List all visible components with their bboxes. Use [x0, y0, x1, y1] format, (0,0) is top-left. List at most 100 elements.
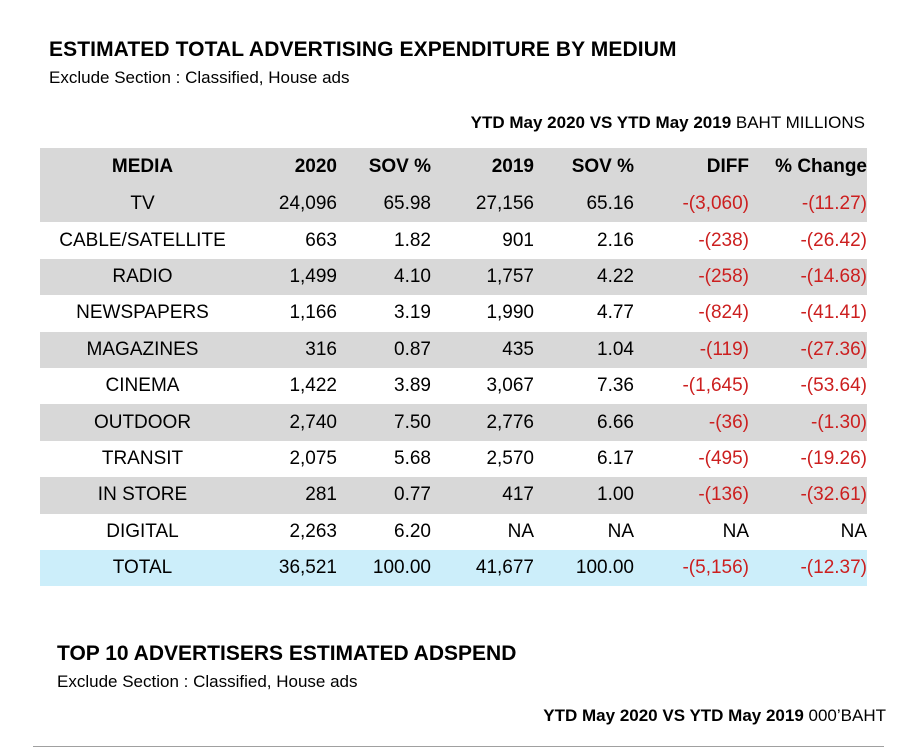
cell-2019: 2,570	[486, 447, 534, 469]
cell-pct-change: -(12.37)	[800, 557, 867, 579]
cell-2020: 2,263	[289, 520, 337, 542]
adex-by-medium-table: MEDIA 2020 SOV % 2019 SOV % DIFF % Chang…	[40, 148, 867, 587]
cell-media: IN STORE	[97, 484, 188, 506]
cell-2020: 316	[305, 338, 337, 360]
cell-diff: -(136)	[698, 484, 749, 506]
section1-period: YTD May 2020 VS YTD May 2019 BAHT MILLIO…	[471, 113, 865, 133]
cell-pct-change: NA	[840, 520, 867, 542]
cell-diff: -(495)	[698, 447, 749, 469]
section2-subtitle: Exclude Section : Classified, House ads	[57, 672, 358, 691]
cell-diff: -(258)	[698, 265, 749, 287]
table-row: TRANSIT 2,075 5.68 2,570 6.17 -(495) -(19.26)	[40, 441, 867, 477]
table-row: IN STORE 281 0.77 417 1.00 -(136) -(32.61)	[40, 477, 867, 514]
header-sov-2019: SOV %	[571, 156, 634, 177]
cell-2019: 3,067	[486, 375, 534, 397]
cell-sov-2019: NA	[607, 520, 634, 542]
section2-period: YTD May 2020 VS YTD May 2019 000’BAHT	[543, 706, 886, 726]
cell-2019: 1,757	[486, 265, 534, 287]
cell-2020: 2,740	[289, 411, 337, 433]
cell-sov-2019: 100.00	[575, 557, 634, 579]
cell-2019: 435	[502, 338, 534, 360]
cell-pct-change: -(41.41)	[800, 302, 867, 324]
cell-pct-change: -(32.61)	[800, 484, 867, 506]
cell-media: MAGAZINES	[86, 338, 199, 360]
cell-media: RADIO	[112, 265, 173, 287]
table-row: RADIO 1,499 4.10 1,757 4.22 -(258) -(14.68)	[40, 258, 867, 296]
cell-media: CINEMA	[105, 375, 180, 397]
cell-pct-change: -(27.36)	[800, 338, 867, 360]
cell-media: TOTAL	[112, 557, 173, 579]
section1-subtitle: Exclude Section : Classified, House ads	[49, 68, 350, 87]
section2-period-unit: 000’BAHT	[803, 706, 886, 725]
header-pct-change: % Change	[775, 156, 867, 177]
cell-diff: -(238)	[698, 229, 749, 251]
table-row: CINEMA 1,422 3.89 3,067 7.36 -(1,645) -(53.64)	[40, 368, 867, 404]
cell-sov-2020: 0.87	[394, 338, 431, 360]
cell-2020: 663	[305, 229, 337, 251]
cell-media: NEWSPAPERS	[76, 302, 209, 324]
cell-diff: -(824)	[698, 302, 749, 324]
table-row: CABLE/SATELLITE 663 1.82 901 2.16 -(238) -(26.…	[40, 222, 867, 258]
cell-2019: 2,776	[486, 411, 534, 433]
cell-sov-2020: 3.19	[394, 302, 431, 324]
header-media: MEDIA	[111, 156, 174, 177]
table-row: TV 24,096 65.98 27,156 65.16 -(3,060) -(11.27)	[40, 186, 867, 223]
header-sov-2020: SOV %	[368, 156, 431, 177]
cell-pct-change: -(1.30)	[811, 411, 867, 433]
table-row: DIGITAL 2,263 6.20 NA NA NA NA	[40, 514, 867, 550]
section1-period-label: YTD May 2020 VS YTD May 2019	[470, 113, 732, 132]
cell-sov-2019: 7.36	[597, 375, 634, 397]
cell-sov-2020: 0.77	[394, 484, 431, 506]
section2-title: TOP 10 ADVERTISERS ESTIMATED ADSPEND	[57, 642, 517, 665]
cell-2019: 901	[502, 229, 534, 251]
cell-sov-2020: 6.20	[394, 520, 431, 542]
cell-diff: NA	[722, 520, 749, 542]
cell-sov-2020: 100.00	[372, 557, 431, 579]
cell-sov-2020: 7.50	[394, 411, 431, 433]
cell-sov-2019: 4.77	[597, 302, 634, 324]
cell-2020: 24,096	[278, 193, 337, 215]
cell-sov-2019: 2.16	[597, 229, 634, 251]
cell-pct-change: -(19.26)	[800, 447, 867, 469]
cell-diff: -(1,645)	[682, 375, 749, 397]
section1-title: ESTIMATED TOTAL ADVERTISING EXPENDITURE …	[49, 38, 677, 61]
cell-sov-2019: 65.16	[586, 193, 634, 215]
cell-2020: 1,166	[289, 302, 337, 324]
cell-sov-2020: 1.82	[394, 229, 431, 251]
cell-media: OUTDOOR	[93, 411, 192, 433]
cell-pct-change: -(11.27)	[801, 193, 867, 215]
cell-diff: -(36)	[708, 411, 749, 433]
cell-pct-change: -(26.42)	[800, 229, 867, 251]
cell-sov-2020: 3.89	[394, 375, 431, 397]
table-row: MAGAZINES 316 0.87 435 1.04 -(119) -(27.36)	[40, 331, 867, 368]
table-row-total: TOTAL 36,521 100.00 41,677 100.00 -(5,156) -(1…	[40, 549, 867, 587]
cell-2020: 36,521	[278, 557, 337, 579]
cell-2020: 281	[305, 484, 337, 506]
cell-2020: 1,422	[289, 375, 337, 397]
cell-diff: -(119)	[699, 338, 749, 360]
table-row: OUTDOOR 2,740 7.50 2,776 6.66 -(36) -(1.30)	[40, 404, 867, 441]
table-header-row: MEDIA 2020 SOV % 2019 SOV % DIFF % Chang…	[40, 148, 867, 186]
cell-pct-change: -(14.68)	[800, 265, 867, 287]
cell-sov-2020: 4.10	[394, 265, 431, 287]
cell-diff: -(5,156)	[682, 557, 749, 579]
section1-period-unit: BAHT MILLIONS	[731, 113, 865, 132]
header-2020: 2020	[294, 156, 337, 177]
cell-sov-2019: 1.00	[597, 484, 634, 506]
table-row: NEWSPAPERS 1,166 3.19 1,990 4.77 -(824) -(41.4…	[40, 295, 867, 331]
cell-2019: 27,156	[475, 193, 534, 215]
cell-2020: 1,499	[289, 265, 337, 287]
cell-sov-2019: 6.17	[597, 447, 634, 469]
cell-sov-2020: 65.98	[383, 193, 431, 215]
cell-sov-2019: 1.04	[597, 338, 634, 360]
header-2019: 2019	[491, 156, 534, 177]
cell-sov-2020: 5.68	[394, 447, 431, 469]
cell-media: TV	[130, 193, 155, 215]
cell-sov-2019: 4.22	[597, 265, 634, 287]
cell-2019: 1,990	[486, 302, 534, 324]
cell-media: CABLE/SATELLITE	[59, 229, 226, 251]
header-diff: DIFF	[706, 156, 749, 177]
cell-2019: 417	[502, 484, 534, 506]
cell-2019: NA	[507, 520, 534, 542]
cell-diff: -(3,060)	[682, 193, 749, 215]
